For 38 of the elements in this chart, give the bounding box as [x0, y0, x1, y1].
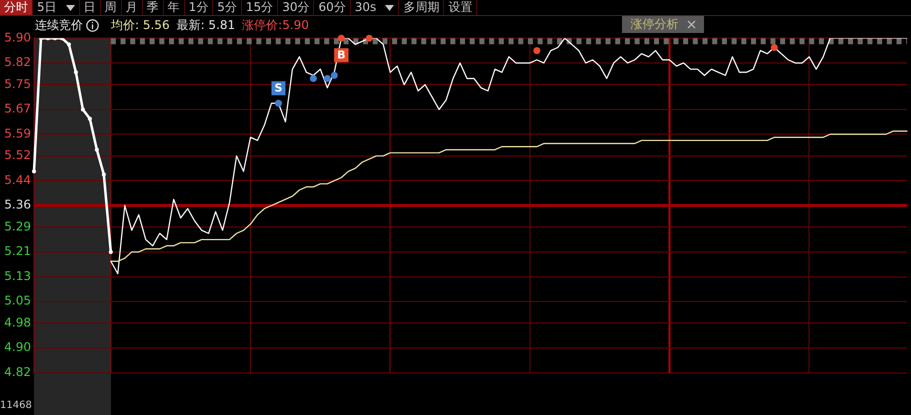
y-tick-label: 5.36 [4, 198, 31, 212]
text: 周 [104, 0, 117, 15]
y-tick-label: 5.82 [4, 55, 31, 70]
data-label: B [337, 48, 346, 62]
text: 连续竞价 [35, 17, 83, 33]
text: 1分 [188, 0, 208, 15]
text: 季 [146, 0, 159, 15]
y-tick-label: 5.90 [4, 30, 31, 44]
data-label: S [274, 82, 282, 95]
text: 5日 [37, 0, 57, 15]
text: 30s [354, 0, 376, 15]
text: 月 [126, 0, 138, 15]
y-tick-label: 5.59 [4, 126, 31, 140]
text: 分时 [4, 0, 28, 15]
text: 涨停价:5.90 [242, 17, 309, 33]
text: 最新: 5.81 [176, 17, 236, 33]
y-tick-label: 4.98 [4, 315, 31, 330]
y-tick-label: 5.29 [4, 219, 31, 234]
text: 涨停分析 [630, 16, 678, 33]
y-tick-label: 4.82 [4, 364, 31, 379]
text: 多周期 [403, 0, 440, 15]
y-tick-label: 5.67 [4, 102, 31, 116]
text: 年 [168, 0, 180, 15]
text: 均价: 5.56 [111, 17, 170, 33]
text: 日 [84, 0, 96, 15]
y-tick-label: 4.90 [4, 340, 31, 354]
text: 设置 [448, 0, 472, 15]
text: 15分 [246, 0, 274, 15]
y-tick-label: 5.75 [4, 76, 31, 91]
text: 30分 [282, 0, 310, 15]
y-tick-label: 5.52 [4, 148, 31, 162]
y-tick-label: 5.44 [4, 172, 31, 187]
y-tick-label: 5.05 [4, 294, 31, 308]
text: 5分 [217, 0, 237, 15]
y-tick-label: 5.21 [4, 244, 31, 258]
text: 11468 [0, 400, 32, 412]
text: 60分 [318, 0, 346, 15]
y-tick-label: 5.13 [4, 268, 31, 283]
